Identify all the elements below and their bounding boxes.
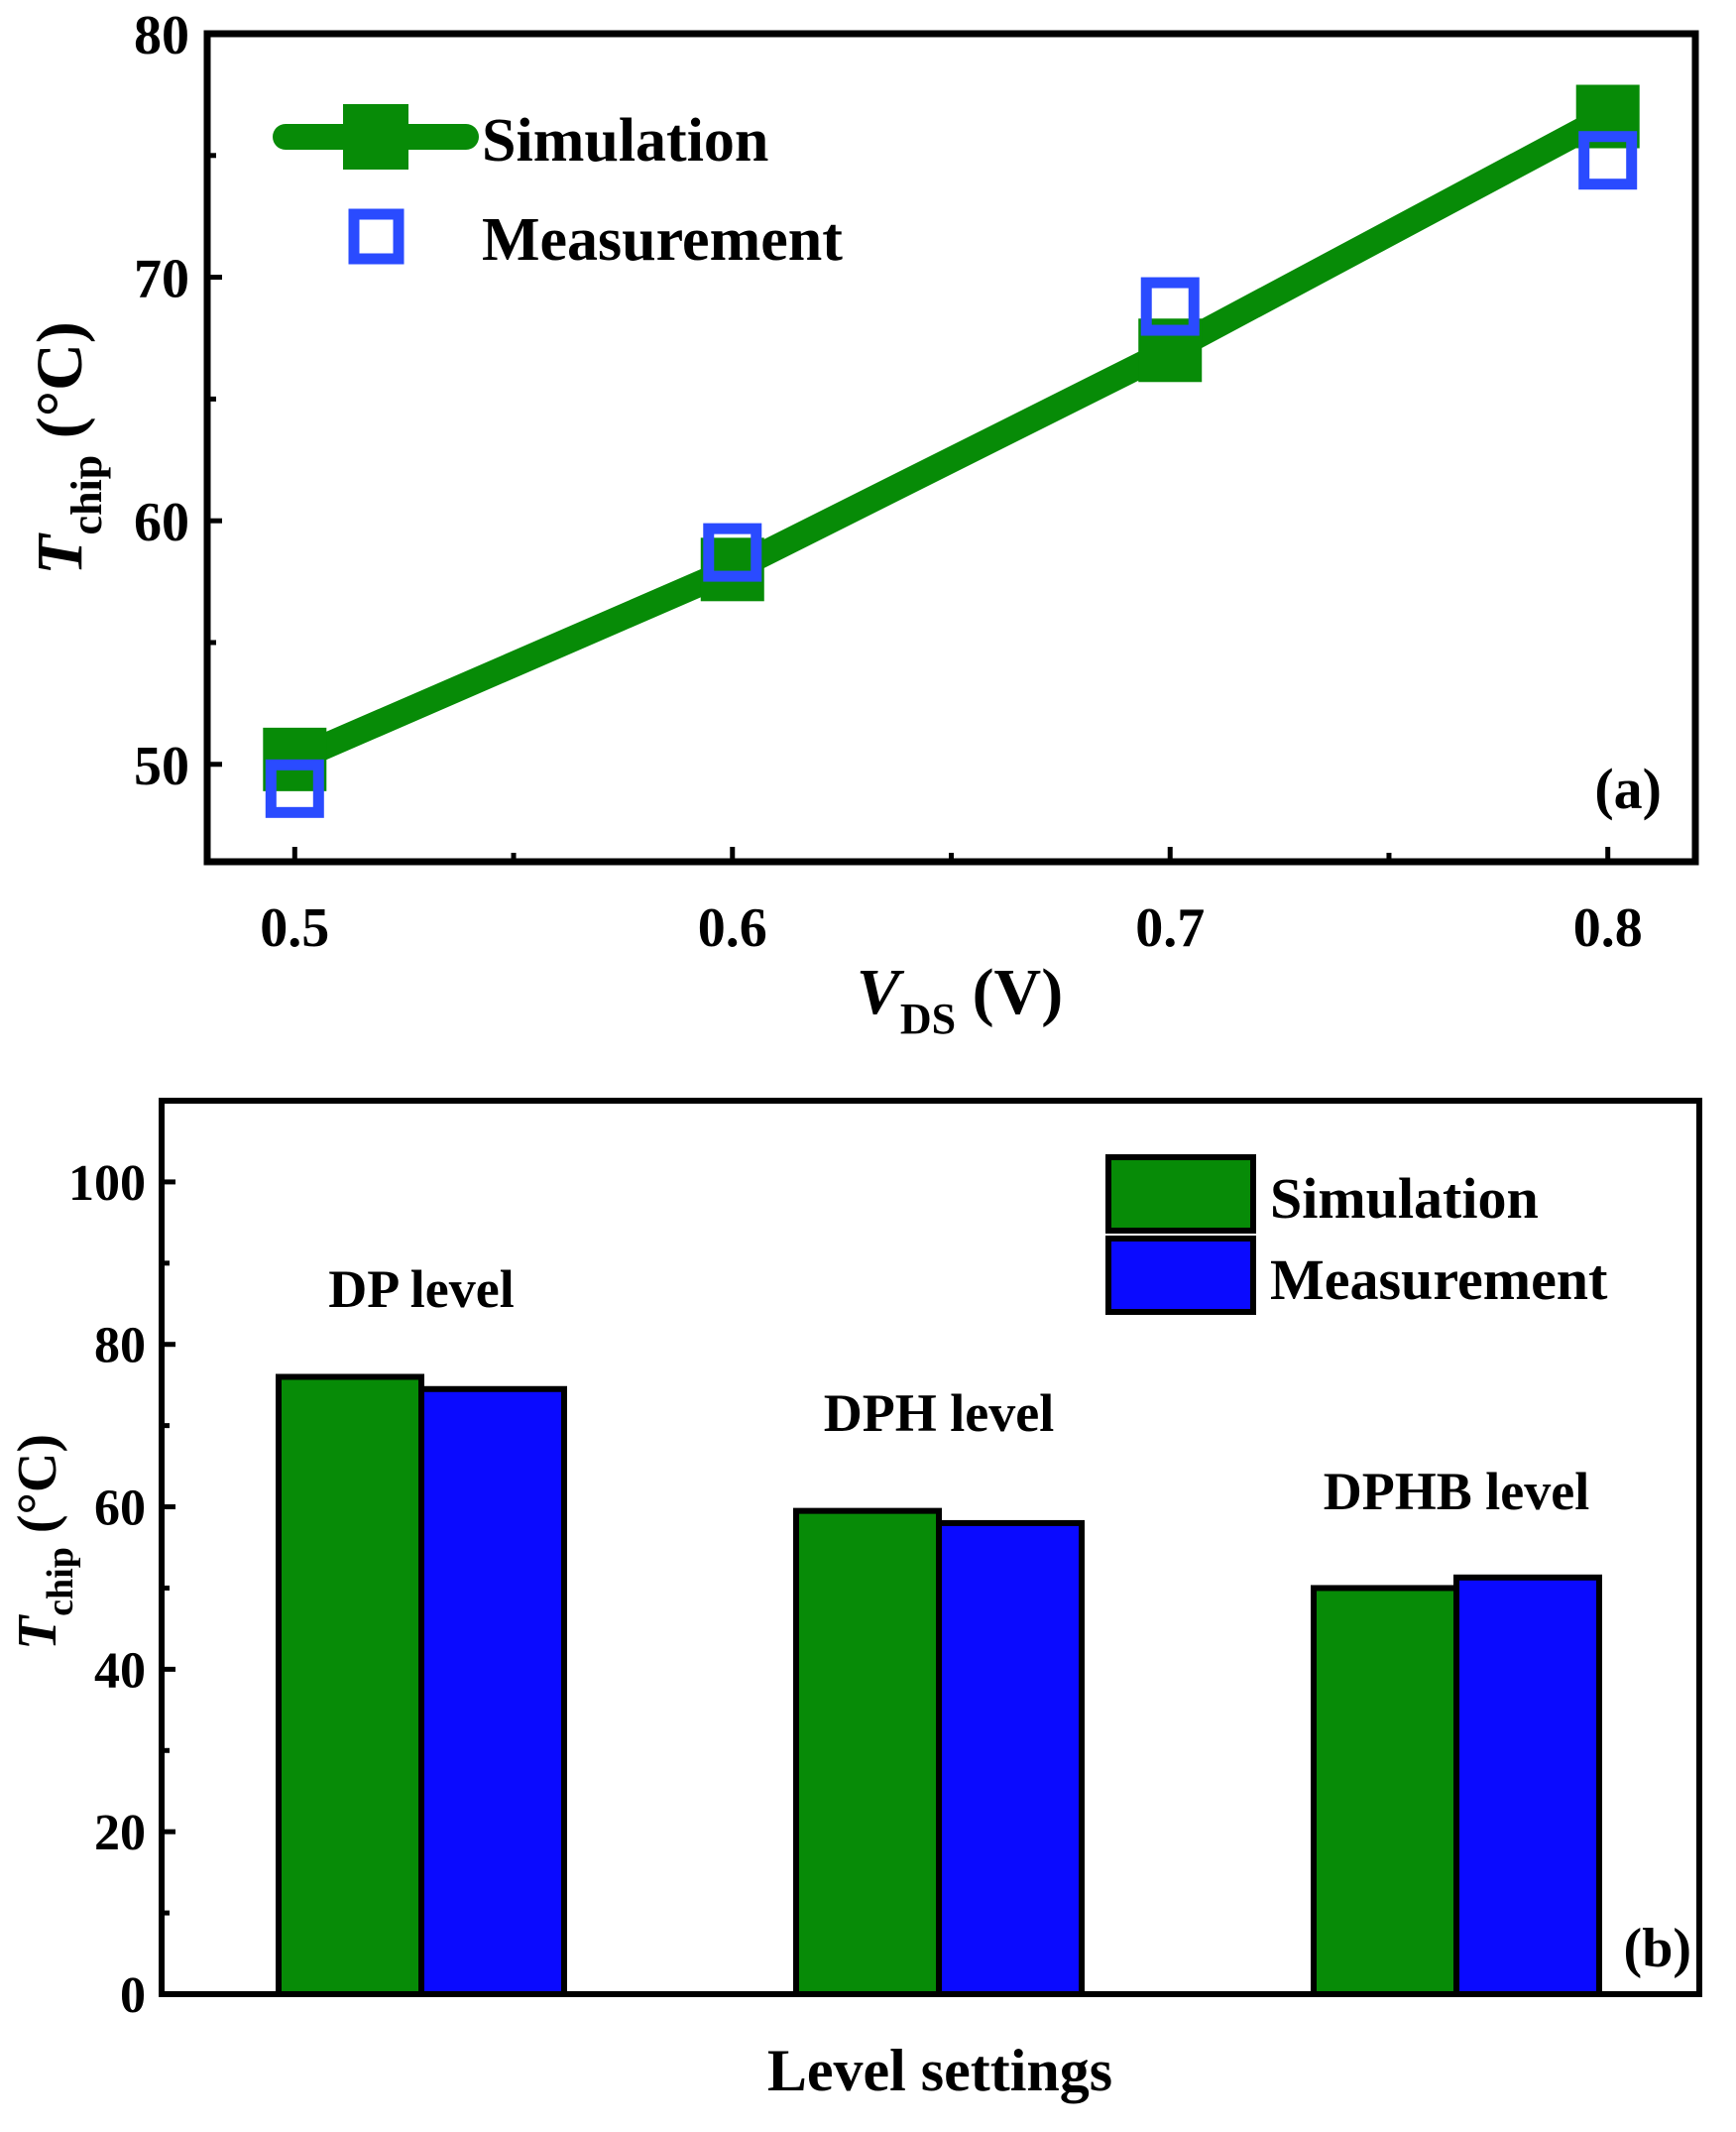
y-axis-label-b: Tchip (°C): [7, 1434, 81, 1650]
x-tick-label-a: 0.6: [698, 897, 767, 959]
panel-label-b: (b): [1624, 1918, 1691, 1979]
bar-measurement: [418, 1385, 567, 1997]
x-axis-label-a-main: V: [857, 956, 905, 1028]
bar-measurement: [936, 1519, 1085, 1997]
y-tick-label-b: 40: [94, 1642, 146, 1699]
x-axis-label-a-sub: DS: [900, 995, 956, 1043]
data-point-measurement: [1578, 131, 1638, 190]
y-axis-label-a-sub: chip: [62, 455, 111, 535]
y-tick-label-b: 100: [68, 1155, 146, 1212]
y-axis-label-b-main: T: [7, 1613, 68, 1650]
y-tick-label-a: 50: [134, 736, 189, 797]
chart-a: 0.5 0.6 0.7 0.8 50 60 70 80 Simulation Measuremen…: [24, 5, 1699, 1043]
y-tick-label-a: 80: [134, 5, 189, 66]
y-tick-label-b: 0: [120, 1967, 146, 2024]
y-axis-label-a-unit: (°C): [24, 321, 96, 455]
data-point-measurement: [1140, 277, 1200, 336]
y-axis-label-a-main: T: [24, 533, 96, 575]
x-tick-label-a: 0.5: [260, 897, 329, 959]
legend-label-measurement: Measurement: [1270, 1247, 1608, 1312]
legend-swatch-measurement: [1105, 1236, 1256, 1315]
legend-label-measurement: Measurement: [482, 206, 843, 274]
y-tick-label-a: 70: [134, 249, 189, 310]
y-axis-label-a: Tchip (°C): [24, 321, 111, 575]
legend-label-simulation: Simulation: [1270, 1166, 1539, 1231]
bar-simulation: [1311, 1585, 1459, 1998]
legend-marker-measurement: [348, 208, 405, 265]
x-tick-label-a: 0.8: [1573, 897, 1643, 959]
x-axis-label-a: VDS (V): [857, 956, 1063, 1043]
y-tick-label-b: 80: [94, 1318, 146, 1374]
bar-simulation: [276, 1373, 424, 1998]
y-tick-label-b: 60: [94, 1481, 146, 1537]
legend-swatch-simulation: [1105, 1154, 1256, 1234]
panel-label-a: (a): [1594, 757, 1662, 821]
category-label: DPH level: [824, 1383, 1054, 1443]
data-point-measurement: [265, 759, 324, 818]
series-line-simulation: [289, 105, 1614, 771]
category-label: DP level: [328, 1259, 514, 1319]
x-axis-label-a-unit: (V): [956, 956, 1063, 1028]
x-tick-label-a: 0.7: [1135, 897, 1205, 959]
chart-b: 0 20 40 60 80 100 DP level DPH level DPHB level S…: [7, 1098, 1702, 2103]
x-axis-label-b: Level settings: [767, 2038, 1112, 2103]
legend-marker-simulation: [343, 104, 408, 170]
y-axis-label-b-sub: chip: [40, 1547, 81, 1616]
category-label: DPHB level: [1324, 1462, 1589, 1521]
data-point-measurement: [703, 523, 762, 582]
y-tick-label-a: 60: [134, 492, 189, 553]
y-axis-label-b-unit: (°C): [7, 1434, 68, 1547]
y-tick-label-b: 20: [94, 1805, 146, 1861]
legend-label-simulation: Simulation: [482, 107, 768, 175]
bar-simulation: [793, 1507, 942, 1997]
bar-measurement: [1453, 1574, 1602, 1998]
